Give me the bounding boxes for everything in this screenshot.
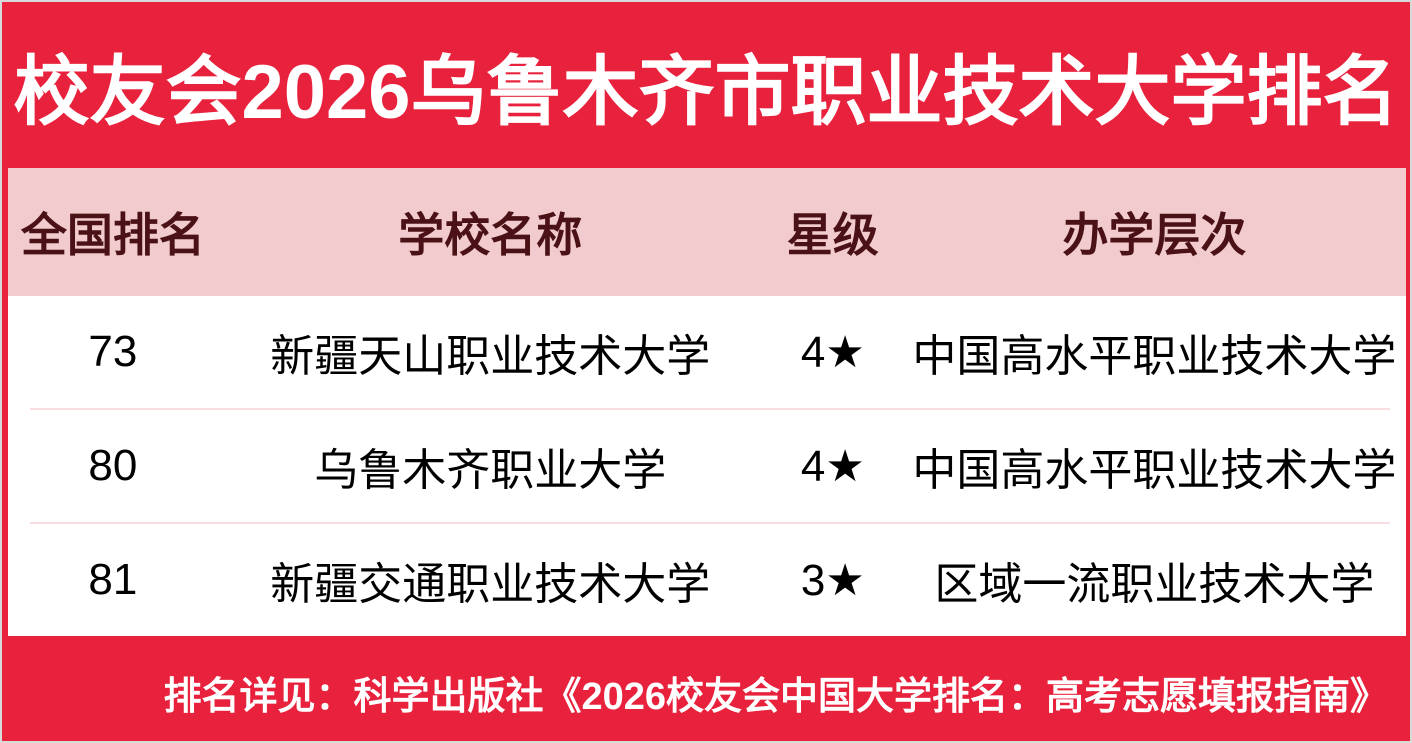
ranking-table: 全国排名 学校名称 星级 办学层次 73 新疆天山职业技术大学 4★ 中国高水平…	[8, 168, 1406, 636]
table-header-row: 全国排名 学校名称 星级 办学层次	[8, 168, 1406, 296]
cell-star-rating: 3★	[800, 555, 865, 605]
title-bar: 校友会2026乌鲁木齐市职业技术大学排名	[2, 2, 1410, 168]
cell-star-rating: 4★	[800, 327, 865, 377]
header-education-level: 办学层次	[1062, 209, 1247, 261]
header-star-rating: 星级	[786, 209, 879, 261]
page-title: 校友会2026乌鲁木齐市职业技术大学排名	[13, 50, 1399, 135]
row-divider	[30, 408, 1390, 410]
cell-education-level: 中国高水平职业技术大学	[912, 332, 1397, 381]
table-row: 81 新疆交通职业技术大学 3★ 区域一流职业技术大学	[8, 524, 1406, 636]
cell-national-rank: 73	[88, 327, 138, 376]
cell-school-name: 新疆交通职业技术大学	[270, 560, 711, 609]
cell-school-name: 乌鲁木齐职业大学	[314, 446, 667, 495]
table-row: 73 新疆天山职业技术大学 4★ 中国高水平职业技术大学	[8, 296, 1406, 408]
cell-education-level: 区域一流职业技术大学	[934, 560, 1375, 609]
header-national-rank: 全国排名	[20, 209, 205, 261]
row-divider	[30, 522, 1390, 524]
cell-national-rank: 81	[88, 555, 138, 604]
table-row: 80 乌鲁木齐职业大学 4★ 中国高水平职业技术大学	[8, 410, 1406, 522]
header-school-name: 学校名称	[398, 209, 583, 261]
cell-school-name: 新疆天山职业技术大学	[270, 332, 711, 381]
footer-bar: 排名详见：科学出版社《2026校友会中国大学排名：高考志愿填报指南》	[2, 664, 1388, 720]
footnote-source: 排名详见：科学出版社《2026校友会中国大学排名：高考志愿填报指南》	[163, 675, 1388, 718]
cell-star-rating: 4★	[800, 441, 865, 491]
cell-education-level: 中国高水平职业技术大学	[912, 446, 1397, 495]
cell-national-rank: 80	[88, 441, 138, 490]
